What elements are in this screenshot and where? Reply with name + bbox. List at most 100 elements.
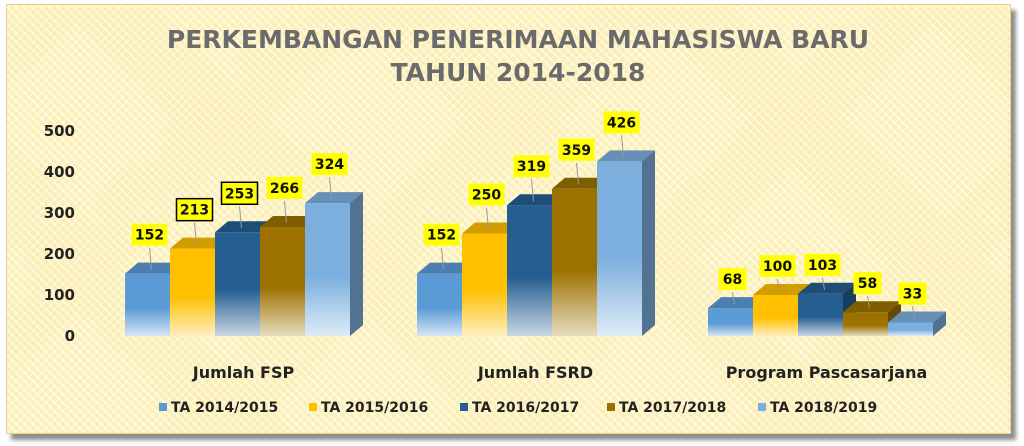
category-label: Program Pascasarjana: [726, 363, 928, 382]
bar: [753, 295, 798, 336]
bar: [843, 312, 888, 336]
bar-top: [798, 282, 856, 294]
legend-label: TA 2016/2017: [472, 400, 579, 416]
data-label-box: [558, 138, 595, 161]
data-label-leader: [194, 222, 197, 245]
data-label: 250: [472, 188, 501, 204]
data-label: 68: [723, 272, 742, 288]
bar-top: [417, 262, 475, 274]
y-tick-label: 400: [44, 163, 75, 181]
legend-swatch: [159, 403, 167, 411]
bar-top: [305, 192, 363, 204]
data-label-box: [220, 181, 259, 206]
bar-top: [507, 194, 565, 206]
legend-swatch: [607, 403, 615, 411]
data-label-box: [131, 223, 168, 246]
bar-top: [552, 177, 610, 189]
bar: [552, 188, 597, 336]
data-label: 426: [607, 115, 636, 131]
category-label: Jumlah FSP: [192, 363, 295, 382]
category-labels: Jumlah FSP Jumlah FSRD Program Pascasarjan…: [192, 363, 928, 382]
y-tick-label: 500: [44, 122, 75, 140]
data-label: 359: [562, 143, 591, 159]
data-labels: 152 213 253 266 324 152 250 319 359 426 68 100 103 58…: [131, 111, 927, 319]
bar-top: [170, 237, 228, 249]
legend-swatch: [460, 403, 468, 411]
y-tick-label: 0: [65, 327, 75, 345]
data-label-leader: [486, 207, 489, 230]
bar-top: [260, 215, 318, 227]
data-label-leader: [441, 247, 444, 270]
bar-top: [888, 311, 946, 323]
category-label: Jumlah FSRD: [477, 363, 593, 382]
bar-side: [642, 150, 655, 336]
bar-side: [933, 311, 946, 336]
data-label-leader: [621, 135, 624, 158]
data-label-leader: [239, 206, 242, 229]
legend-swatch: [309, 403, 317, 411]
data-label-box: [718, 268, 747, 291]
legend: TA 2014/2015 TA 2015/2016 TA 2016/2017 TA 2…: [159, 400, 877, 416]
legend-swatch: [758, 403, 766, 411]
bar-top: [597, 150, 655, 162]
data-label-leader: [531, 179, 534, 202]
chart-title-line1: PERKEMBANGAN PENERIMAAN MAHASISWA BARU: [167, 25, 869, 54]
chart: PERKEMBANGAN PENERIMAAN MAHASISWA BARU T…: [44, 25, 946, 416]
data-label-box: [804, 253, 841, 276]
data-label: 253: [225, 186, 254, 202]
data-label-leader: [912, 306, 915, 319]
data-label-leader: [149, 247, 152, 270]
data-label-leader: [284, 200, 287, 223]
bar: [888, 322, 933, 336]
y-axis: 0 100 200 300 400 500: [44, 122, 75, 345]
data-label-leader: [732, 292, 735, 305]
data-label-box: [898, 282, 927, 305]
bar: [507, 205, 552, 336]
bar: [798, 293, 843, 336]
bar-top: [462, 222, 520, 234]
bar: [708, 308, 753, 336]
data-label: 33: [903, 286, 922, 302]
bar-top: [843, 301, 901, 313]
data-label-leader: [777, 278, 780, 292]
bar: [417, 273, 462, 336]
bar: [215, 232, 260, 336]
bar: [170, 248, 215, 336]
data-label: 319: [517, 159, 546, 175]
bar-top: [708, 297, 766, 309]
data-label-leader: [867, 296, 870, 309]
y-tick-label: 100: [44, 286, 75, 304]
bar-top: [753, 284, 811, 295]
bar: [305, 203, 350, 336]
data-label-box: [423, 223, 460, 246]
data-label-box: [513, 155, 550, 178]
data-label-box: [853, 272, 882, 295]
data-label-box: [759, 255, 796, 277]
bar: [260, 226, 305, 336]
bar: [125, 273, 170, 336]
data-label: 103: [808, 258, 837, 274]
bar: [597, 161, 642, 336]
chart-title-line2: TAHUN 2014-2018: [391, 58, 646, 87]
legend-label: TA 2014/2015: [171, 400, 278, 416]
y-tick-label: 200: [44, 245, 75, 263]
data-label-box: [266, 176, 303, 199]
data-label: 213: [180, 203, 209, 219]
legend-label: TA 2018/2019: [770, 400, 877, 416]
data-label-box: [175, 197, 214, 222]
data-label-leader: [822, 277, 825, 290]
bar-top: [125, 262, 183, 274]
data-label: 152: [135, 228, 164, 244]
data-label: 324: [315, 157, 344, 173]
bar-top: [215, 221, 273, 233]
data-label: 152: [427, 228, 456, 244]
bars: [125, 150, 946, 336]
data-label-box: [311, 153, 348, 176]
data-label-box: [603, 111, 640, 134]
data-label: 100: [763, 259, 792, 275]
legend-label: TA 2015/2016: [321, 400, 428, 416]
data-label: 266: [270, 181, 299, 197]
legend-label: TA 2017/2018: [619, 400, 726, 416]
data-label: 58: [858, 276, 877, 292]
data-label-leader: [329, 177, 332, 200]
